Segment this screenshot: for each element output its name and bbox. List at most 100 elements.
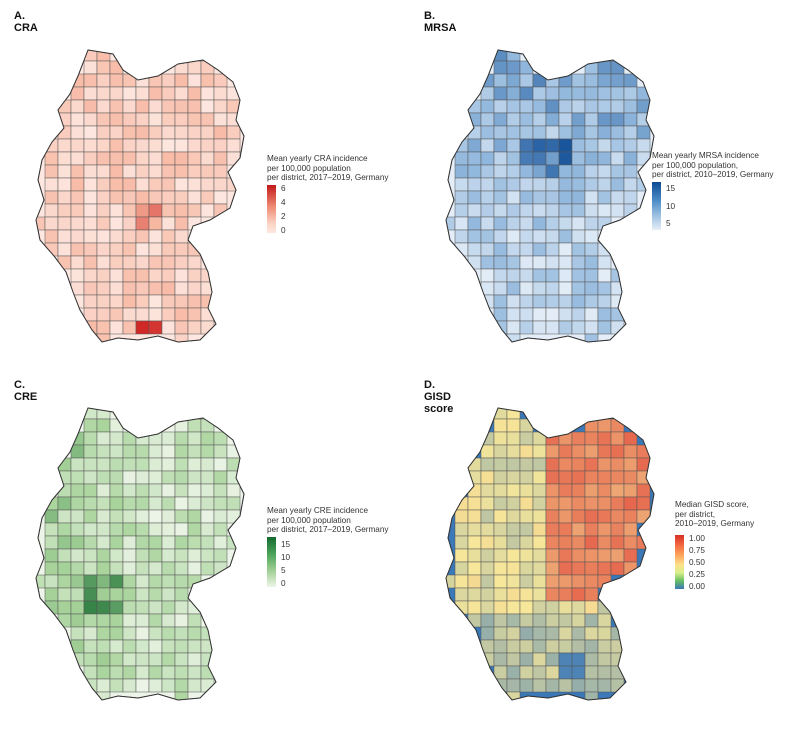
district-region bbox=[506, 444, 521, 459]
district-region bbox=[83, 457, 98, 472]
district-region bbox=[532, 509, 547, 524]
district-region bbox=[83, 86, 98, 101]
map-germany-cra bbox=[35, 49, 245, 343]
district-region bbox=[96, 561, 111, 576]
district-region bbox=[545, 457, 560, 472]
district-region bbox=[213, 457, 228, 472]
district-region bbox=[213, 151, 228, 166]
district-region bbox=[226, 496, 241, 511]
district-region bbox=[558, 307, 573, 322]
district-region bbox=[597, 177, 612, 192]
legend-tick: 0.75 bbox=[689, 546, 705, 555]
district-region bbox=[610, 138, 625, 153]
district-region bbox=[213, 522, 228, 537]
district-region bbox=[467, 203, 482, 218]
district-region bbox=[467, 522, 482, 537]
district-region bbox=[610, 496, 625, 511]
district-region bbox=[226, 86, 241, 101]
district-region bbox=[506, 99, 521, 114]
district-region bbox=[467, 496, 482, 511]
district-region bbox=[70, 294, 85, 309]
district-region bbox=[493, 138, 508, 153]
district-region bbox=[519, 457, 534, 472]
legend-title-line: per district, bbox=[675, 509, 716, 519]
district-region bbox=[506, 613, 521, 628]
district-region bbox=[109, 548, 124, 563]
district-region bbox=[519, 522, 534, 537]
district-region bbox=[96, 255, 111, 270]
district-region bbox=[571, 73, 586, 88]
district-region bbox=[109, 652, 124, 667]
district-region bbox=[96, 678, 111, 693]
district-region bbox=[174, 613, 189, 628]
district-region bbox=[571, 268, 586, 283]
district-region bbox=[480, 112, 495, 127]
district-region bbox=[571, 639, 586, 654]
district-region bbox=[636, 444, 651, 459]
district-region bbox=[96, 522, 111, 537]
district-region bbox=[148, 307, 163, 322]
district-region bbox=[623, 548, 638, 563]
district-region bbox=[174, 561, 189, 576]
district-region bbox=[70, 86, 85, 101]
district-region bbox=[109, 151, 124, 166]
district-region bbox=[135, 574, 150, 589]
district-region bbox=[636, 86, 651, 101]
district-region bbox=[519, 281, 534, 296]
district-region bbox=[135, 652, 150, 667]
district-region bbox=[70, 190, 85, 205]
district-region bbox=[545, 535, 560, 550]
district-region bbox=[597, 457, 612, 472]
district-region bbox=[571, 678, 586, 693]
district-region bbox=[174, 151, 189, 166]
district-region bbox=[584, 600, 599, 615]
district-region bbox=[506, 678, 521, 693]
district-region bbox=[161, 548, 176, 563]
district-region bbox=[519, 151, 534, 166]
district-region bbox=[57, 177, 72, 192]
district-region bbox=[480, 457, 495, 472]
district-region bbox=[545, 294, 560, 309]
district-region bbox=[83, 190, 98, 205]
legend-tick: 6 bbox=[281, 184, 286, 193]
legend-tick: 10 bbox=[281, 553, 291, 562]
panel-title-a: A. CRA bbox=[14, 10, 38, 34]
district-region bbox=[187, 470, 202, 485]
district-region bbox=[571, 164, 586, 179]
district-region bbox=[558, 587, 573, 602]
district-region bbox=[122, 522, 137, 537]
district-region bbox=[200, 125, 215, 140]
district-region bbox=[493, 483, 508, 498]
district-region bbox=[571, 151, 586, 166]
district-region bbox=[96, 483, 111, 498]
district-region bbox=[109, 600, 124, 615]
district-region bbox=[187, 496, 202, 511]
district-region bbox=[70, 561, 85, 576]
district-region bbox=[226, 125, 241, 140]
district-region bbox=[83, 151, 98, 166]
district-region bbox=[610, 444, 625, 459]
district-region bbox=[161, 151, 176, 166]
district-region bbox=[532, 177, 547, 192]
district-region bbox=[83, 242, 98, 257]
district-region bbox=[187, 73, 202, 88]
district-region bbox=[174, 444, 189, 459]
district-region bbox=[506, 408, 521, 420]
district-region bbox=[148, 138, 163, 153]
district-region bbox=[571, 431, 586, 446]
district-region bbox=[148, 548, 163, 563]
district-region bbox=[187, 320, 202, 335]
district-region bbox=[161, 164, 176, 179]
district-region bbox=[597, 444, 612, 459]
district-region bbox=[532, 639, 547, 654]
district-region bbox=[200, 457, 215, 472]
district-region bbox=[148, 99, 163, 114]
district-region bbox=[44, 164, 59, 179]
district-region bbox=[467, 613, 482, 628]
district-region bbox=[480, 574, 495, 589]
district-region bbox=[96, 408, 111, 420]
district-region bbox=[545, 255, 560, 270]
district-region bbox=[623, 509, 638, 524]
district-region bbox=[44, 242, 59, 257]
district-region bbox=[174, 229, 189, 244]
